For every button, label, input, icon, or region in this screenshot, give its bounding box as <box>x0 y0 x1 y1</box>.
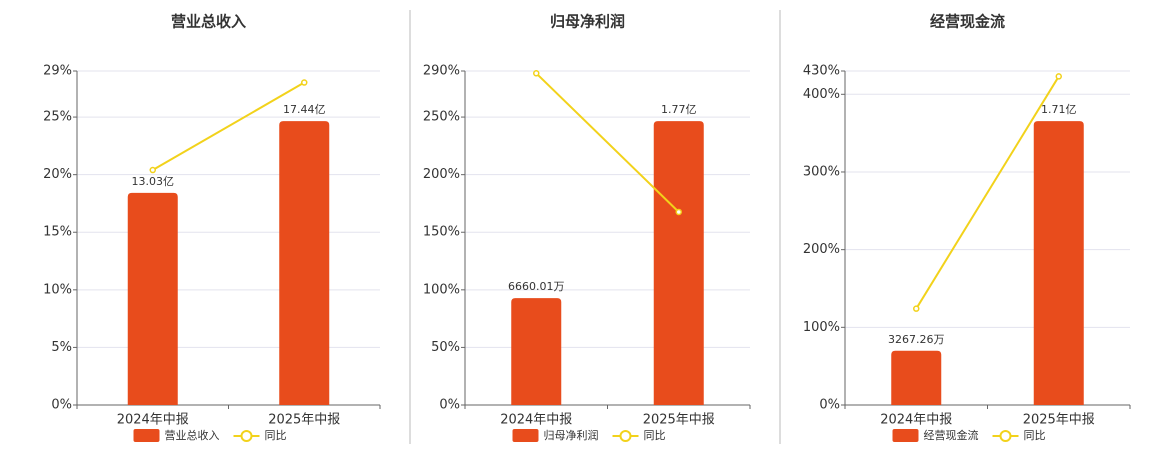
x-tick-label: 2025年中报 <box>643 413 715 428</box>
x-tick-label: 2025年中报 <box>268 413 340 428</box>
line-point <box>1055 73 1062 80</box>
line <box>915 75 1060 310</box>
legend-marker <box>240 430 253 442</box>
y-tick-label: 200% <box>803 242 840 257</box>
y-tick-label: 5% <box>51 340 72 355</box>
legend-swatch <box>133 429 160 442</box>
y-tick-label: 100% <box>803 320 840 335</box>
bar <box>653 121 704 405</box>
line-point <box>675 208 682 216</box>
y-tick-label: 150% <box>423 225 460 240</box>
legend-label: 经营现金流 <box>924 428 979 442</box>
x-tick-label: 2024年中报 <box>500 413 572 428</box>
bar <box>511 298 562 405</box>
y-tick-label: 100% <box>423 282 460 297</box>
data-label: 17.44亿 <box>283 103 326 116</box>
x-tick-label: 2024年中报 <box>117 413 189 428</box>
data-label: 3267.26万 <box>888 333 945 346</box>
legend-label: 同比 <box>265 429 287 442</box>
y-tick-label: 10% <box>43 282 72 297</box>
line-point <box>913 305 920 312</box>
chart-title: 归母净利润 <box>550 13 625 31</box>
y-tick-label: 200% <box>423 167 460 182</box>
chart-title: 营业总收入 <box>171 13 246 31</box>
line <box>535 72 680 213</box>
legend-label: 同比 <box>1024 429 1046 442</box>
legend-swatch <box>512 429 539 442</box>
data-label: 1.77亿 <box>661 103 697 116</box>
data-label: 13.03亿 <box>132 175 175 188</box>
y-tick-label: 0% <box>51 398 72 413</box>
bar <box>279 121 330 405</box>
y-tick-label: 20% <box>43 167 72 182</box>
y-tick-label: 0% <box>819 398 840 413</box>
data-label: 1.71亿 <box>1041 103 1077 116</box>
line-point <box>149 166 156 174</box>
y-tick-label: 0% <box>439 398 460 413</box>
y-tick-label: 250% <box>423 110 460 125</box>
line-point <box>301 79 308 86</box>
bar <box>127 192 178 405</box>
data-label: 6660.01万 <box>508 280 565 293</box>
y-tick-label: 400% <box>803 87 840 102</box>
y-tick-label: 290% <box>423 64 460 79</box>
line <box>152 81 305 171</box>
y-tick-label: 15% <box>43 225 72 240</box>
y-tick-label: 29% <box>43 64 72 79</box>
y-tick-label: 25% <box>43 110 72 125</box>
x-tick-label: 2025年中报 <box>1023 413 1095 428</box>
legend-label: 营业总收入 <box>165 428 220 442</box>
bar <box>891 350 942 405</box>
line-point <box>533 70 540 77</box>
legend-label: 同比 <box>644 429 666 442</box>
y-tick-label: 430% <box>803 64 840 79</box>
x-tick-label: 2024年中报 <box>880 413 952 428</box>
y-tick-label: 50% <box>431 340 460 355</box>
legend-marker <box>999 430 1012 442</box>
legend-swatch <box>892 429 919 442</box>
y-tick-label: 300% <box>803 164 840 179</box>
legend-label: 归母净利润 <box>544 428 599 442</box>
legend-marker <box>619 430 632 442</box>
bar <box>1033 121 1084 405</box>
chart-title: 经营现金流 <box>930 13 1005 31</box>
